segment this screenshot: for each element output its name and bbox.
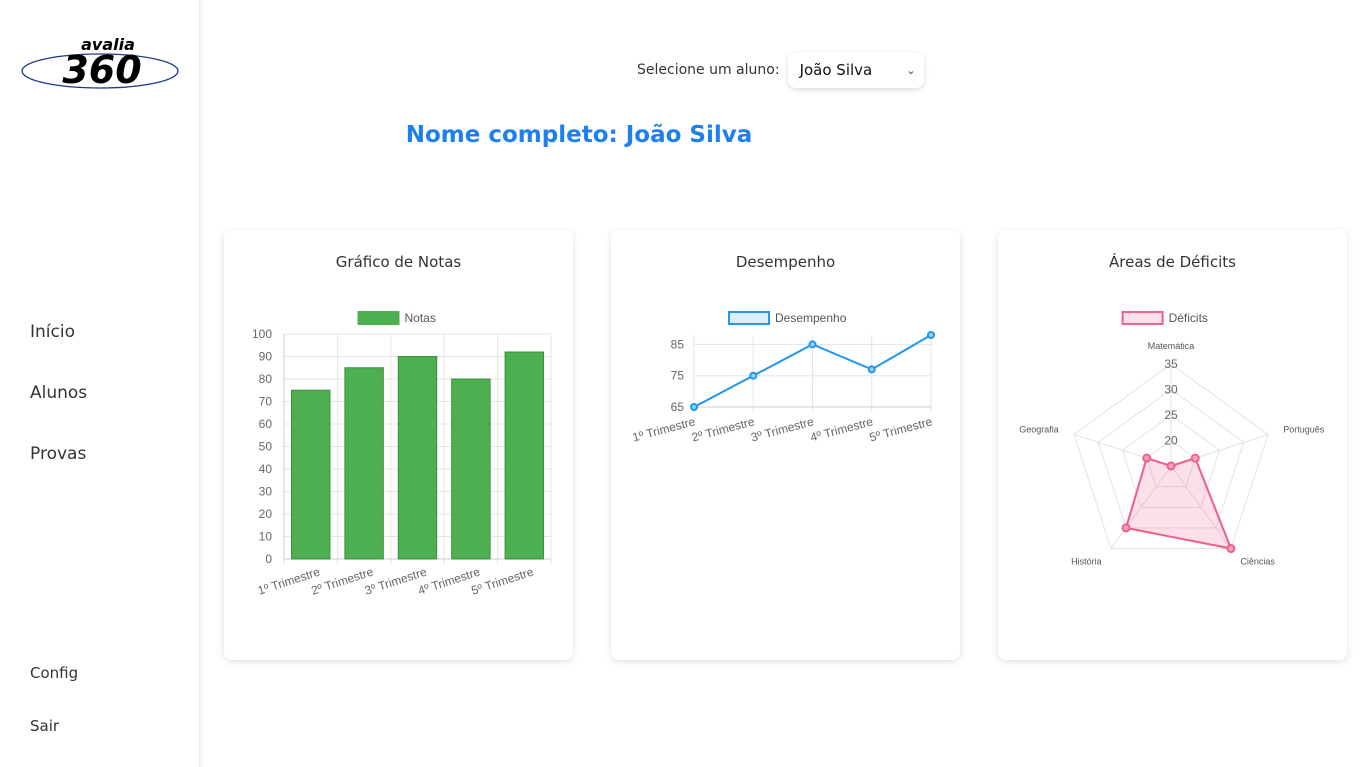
y-tick-label: 65 (671, 400, 685, 414)
y-tick-label: 90 (259, 350, 273, 364)
sidebar-item-provas[interactable]: Provas (30, 444, 87, 464)
y-tick-label: 30 (259, 485, 273, 499)
r-tick-label: 30 (1164, 383, 1178, 397)
y-tick-label: 100 (252, 327, 272, 341)
logo-text-bottom: 360 (62, 48, 141, 92)
y-tick-label: 40 (259, 462, 273, 476)
radar-grid-ring (1073, 363, 1269, 550)
logo-text-top: avalia (81, 35, 135, 54)
card-grafico-notas: Gráfico de Notas Notas 0 10 20 30 40 50 60 70 80 9… (224, 230, 573, 660)
data-point (1226, 544, 1236, 554)
y-tick-label: 50 (259, 440, 273, 454)
y-tick-label: 60 (259, 417, 273, 431)
y-tick-label: 10 (259, 530, 273, 544)
axis-label: Geografia (1019, 425, 1059, 435)
card-title: Gráfico de Notas (335, 253, 462, 271)
x-tick-label: 2º Trimestre (690, 414, 756, 444)
r-tick-label: 20 (1164, 434, 1178, 448)
axis-label: Matemática (1148, 341, 1195, 351)
student-select[interactable]: João Silva ⌄ (787, 52, 924, 88)
axis-label: Português (1283, 425, 1325, 435)
legend-label: Déficits (1169, 311, 1208, 325)
y-tick-label: 70 (259, 395, 273, 409)
y-tick-label: 75 (671, 369, 685, 383)
data-point (1121, 523, 1131, 533)
bar (344, 367, 384, 560)
radar-grid-ring (1146, 439, 1196, 488)
y-tick-label: 80 (259, 372, 273, 386)
legend-label: Desempenho (775, 311, 847, 325)
bar (504, 351, 545, 560)
bar (451, 378, 491, 560)
x-tick-label: 4º Trimestre (809, 414, 875, 444)
y-tick-label: 20 (259, 507, 273, 521)
card-desempenho: Desempenho Desempenho 65 75 85 1º Trimestre 2… (611, 230, 960, 660)
sidebar-item-inicio[interactable]: Início (30, 322, 75, 342)
radar-grid-ring (1121, 414, 1221, 508)
x-tick-label: 3º Trimestre (749, 414, 815, 444)
r-tick-label: 25 (1164, 408, 1178, 422)
x-tick-label: 1º Trimestre (631, 414, 697, 444)
sidebar-item-alunos[interactable]: Alunos (30, 383, 88, 403)
axis-label: História (1071, 556, 1102, 566)
legend-swatch (1121, 311, 1164, 325)
legend-label: Notas (405, 311, 436, 325)
legend-swatch (357, 311, 400, 325)
radar-chart: Déficits 20 25 30 35 Matemática Português Ciênc… (1019, 311, 1325, 566)
card-title: Desempenho (735, 253, 836, 271)
page-title: Nome completo: João Silva (405, 122, 753, 148)
card-areas-deficits: Áreas de Déficits Déficits 20 25 30 35 Matemá… (998, 230, 1347, 660)
student-selector-label: Selecione um aluno: (637, 62, 780, 78)
sidebar-item-config[interactable]: Config (30, 664, 79, 682)
legend-swatch (728, 311, 770, 325)
x-tick-label: 5º Trimestre (470, 564, 536, 597)
data-point (808, 340, 817, 349)
x-tick-label: 5º Trimestre (868, 414, 934, 444)
y-tick-label: 85 (671, 337, 685, 351)
r-tick-label: 35 (1164, 357, 1178, 371)
radar-spoke (1170, 465, 1232, 549)
data-point (1166, 461, 1176, 471)
data-point (1190, 453, 1200, 463)
data-point (927, 331, 935, 339)
bar (397, 356, 438, 560)
axis-label: Ciências (1240, 556, 1275, 566)
data-point (1142, 453, 1152, 463)
card-title: Áreas de Déficits (1109, 253, 1236, 271)
radar-spoke (1110, 465, 1172, 549)
main-content: Selecione um aluno: João Silva ⌄ Nome co… (201, 0, 1365, 767)
y-tick-label: 0 (265, 552, 272, 566)
data-point (690, 403, 698, 411)
student-selector: Selecione um aluno: João Silva ⌄ (637, 52, 924, 88)
app-logo[interactable]: avalia 360 (20, 34, 180, 92)
student-select-value: João Silva (799, 61, 873, 79)
chevron-down-icon: ⌄ (906, 63, 916, 77)
bar (290, 389, 331, 560)
series-area (1124, 456, 1233, 550)
sidebar: avalia 360 Início Alunos Provas Config S… (0, 0, 200, 767)
data-point (749, 371, 758, 380)
radar-grid-ring (1097, 388, 1245, 529)
data-point (867, 365, 876, 374)
sidebar-item-sair[interactable]: Sair (30, 717, 60, 735)
